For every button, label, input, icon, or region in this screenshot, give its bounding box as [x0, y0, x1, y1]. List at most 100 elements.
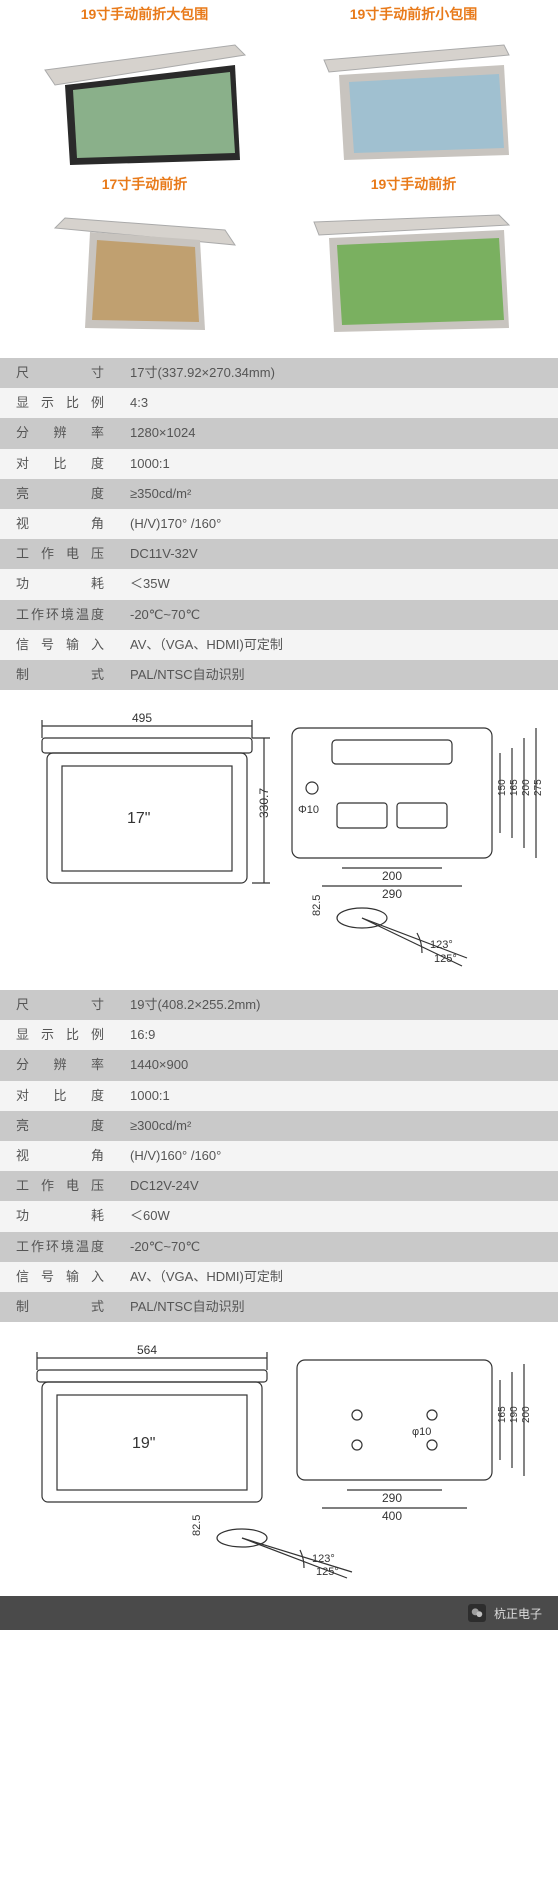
spec-value: 1440×900: [120, 1050, 558, 1080]
product-image: [35, 200, 255, 340]
table-row: 对 比 度1000:1: [0, 1081, 558, 1111]
dim-label: 82.5: [191, 1515, 203, 1536]
spec-label: 工作环境温度: [0, 1232, 120, 1262]
table-row: 工 作 电 压DC11V-32V: [0, 539, 558, 569]
table-row: 亮 度≥350cd/m²: [0, 479, 558, 509]
spec-label: 分 辨 率: [0, 418, 120, 448]
spec-value: ≥350cd/m²: [120, 479, 558, 509]
product-3: 17寸手动前折: [20, 174, 269, 340]
spec-label: 显 示 比 例: [0, 388, 120, 418]
spec-value: 1000:1: [120, 449, 558, 479]
spec-value: ≥300cd/m²: [120, 1111, 558, 1141]
dim-label: 19": [132, 1435, 155, 1452]
dim-label: 165: [497, 1406, 508, 1423]
spec-value: 4:3: [120, 388, 558, 418]
spec-label: 分 辨 率: [0, 1050, 120, 1080]
dim-label: 290: [382, 1491, 402, 1505]
table-row: 制 式PAL/NTSC自动识别: [0, 1292, 558, 1322]
dim-label: φ10: [412, 1426, 431, 1438]
product-title: 17寸手动前折: [102, 174, 188, 194]
spec-value: 1000:1: [120, 1081, 558, 1111]
spec-value: PAL/NTSC自动识别: [120, 660, 558, 690]
dim-label: 200: [521, 1406, 532, 1423]
product-image: [304, 200, 524, 340]
table-row: 信 号 输 入AV、（VGA、HDMI)可定制: [0, 1262, 558, 1292]
dim-label: 190: [509, 1406, 520, 1423]
table-row: 工 作 电 压DC12V-24V: [0, 1171, 558, 1201]
table-row: 尺 寸19寸(408.2×255.2mm): [0, 990, 558, 1020]
dim-label: 200: [382, 869, 402, 883]
spec-value: AV、（VGA、HDMI)可定制: [120, 1262, 558, 1292]
dim-label: 165: [509, 779, 520, 796]
table-row: 信 号 输 入AV、（VGA、HDMI)可定制: [0, 630, 558, 660]
table-row: 视 角(H/V)170° /160°: [0, 509, 558, 539]
spec-label: 视 角: [0, 1141, 120, 1171]
spec-value: ＜60W: [120, 1201, 558, 1231]
dim-label: 125°: [316, 1566, 339, 1578]
spec-value: -20℃~70℃: [120, 1232, 558, 1262]
spec-value: ＜35W: [120, 569, 558, 599]
product-title: 19寸手动前折: [371, 174, 457, 194]
dim-label: 17": [127, 810, 150, 827]
spec-label: 尺 寸: [0, 358, 120, 388]
spec-value: -20℃~70℃: [120, 600, 558, 630]
spec-table-19: 尺 寸19寸(408.2×255.2mm) 显 示 比 例16:9 分 辨 率1…: [0, 990, 558, 1322]
dim-label: 150: [497, 779, 508, 796]
spec-label: 制 式: [0, 660, 120, 690]
footer-bar: 杭正电子: [0, 1596, 558, 1630]
spec-label: 功 耗: [0, 1201, 120, 1231]
table-row: 对 比 度1000:1: [0, 449, 558, 479]
dim-label: 330.7: [257, 788, 271, 818]
spec-value: 1280×1024: [120, 418, 558, 448]
table-row: 尺 寸17寸(337.92×270.34mm): [0, 358, 558, 388]
spec-label: 亮 度: [0, 479, 120, 509]
spec-label: 亮 度: [0, 1111, 120, 1141]
spec-label: 工 作 电 压: [0, 539, 120, 569]
spec-label: 信 号 输 入: [0, 1262, 120, 1292]
spec-value: PAL/NTSC自动识别: [120, 1292, 558, 1322]
spec-value: (H/V)170° /160°: [120, 509, 558, 539]
table-row: 功 耗＜35W: [0, 569, 558, 599]
product-image: [35, 30, 255, 170]
spec-value: 17寸(337.92×270.34mm): [120, 358, 558, 388]
footer-brand: 杭正电子: [494, 1605, 542, 1622]
product-image: [304, 30, 524, 170]
dim-label: 123°: [312, 1553, 335, 1565]
spec-label: 显 示 比 例: [0, 1020, 120, 1050]
table-row: 亮 度≥300cd/m²: [0, 1111, 558, 1141]
spec-label: 工作环境温度: [0, 600, 120, 630]
product-title: 19寸手动前折小包围: [350, 4, 478, 24]
spec-label: 尺 寸: [0, 990, 120, 1020]
spec-label: 信 号 输 入: [0, 630, 120, 660]
spec-label: 对 比 度: [0, 1081, 120, 1111]
dim-label: 564: [137, 1343, 157, 1357]
dim-label: 200: [521, 779, 532, 796]
spec-value: (H/V)160° /160°: [120, 1141, 558, 1171]
product-grid: 19寸手动前折大包围 19寸手动前折小包围 17寸手动前折: [0, 0, 558, 352]
table-row: 显 示 比 例16:9: [0, 1020, 558, 1050]
product-2: 19寸手动前折小包围: [289, 4, 538, 170]
dim-label: 82.5: [311, 895, 323, 916]
table-row: 功 耗＜60W: [0, 1201, 558, 1231]
spec-table-17: 尺 寸17寸(337.92×270.34mm) 显 示 比 例4:3 分 辨 率…: [0, 358, 558, 690]
table-row: 视 角(H/V)160° /160°: [0, 1141, 558, 1171]
table-row: 分 辨 率1440×900: [0, 1050, 558, 1080]
dim-label: 123°: [430, 939, 453, 951]
spec-label: 制 式: [0, 1292, 120, 1322]
table-row: 工作环境温度-20℃~70℃: [0, 1232, 558, 1262]
spec-value: 16:9: [120, 1020, 558, 1050]
dim-label: 290: [382, 887, 402, 901]
dimension-diagram-17: 17" 495 330.7 Φ10 200 290 150 165 200 27…: [0, 700, 558, 984]
table-row: 显 示 比 例4:3: [0, 388, 558, 418]
dim-label: 125°: [434, 953, 457, 965]
product-title: 19寸手动前折大包围: [81, 4, 209, 24]
spec-label: 工 作 电 压: [0, 1171, 120, 1201]
table-row: 工作环境温度-20℃~70℃: [0, 600, 558, 630]
spec-value: 19寸(408.2×255.2mm): [120, 990, 558, 1020]
spec-label: 对 比 度: [0, 449, 120, 479]
dimension-diagram-19: 19" 564 φ10 290 400 165 190 200 82.5 123…: [0, 1332, 558, 1596]
table-row: 制 式PAL/NTSC自动识别: [0, 660, 558, 690]
product-1: 19寸手动前折大包围: [20, 4, 269, 170]
spec-value: DC11V-32V: [120, 539, 558, 569]
spec-label: 视 角: [0, 509, 120, 539]
